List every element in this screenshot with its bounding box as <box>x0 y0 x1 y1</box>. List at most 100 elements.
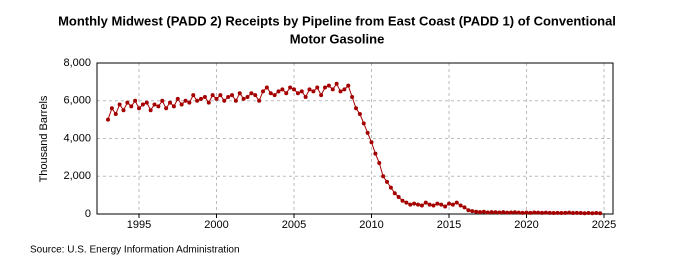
data-point <box>117 102 122 107</box>
data-point <box>133 98 138 103</box>
data-point <box>427 202 432 207</box>
data-point <box>156 104 161 109</box>
data-point <box>524 210 529 215</box>
data-point <box>532 210 537 215</box>
data-point <box>528 210 533 215</box>
data-point <box>431 203 436 208</box>
data-point <box>218 93 223 98</box>
data-point <box>152 102 157 107</box>
x-tick-label: 2000 <box>204 219 228 231</box>
data-point <box>536 210 541 215</box>
data-point <box>462 205 467 210</box>
data-point <box>373 151 378 156</box>
data-point <box>195 98 200 103</box>
data-point <box>129 104 134 109</box>
data-point <box>230 93 235 98</box>
data-point <box>509 210 514 215</box>
data-point <box>113 111 118 116</box>
data-point <box>187 100 192 105</box>
data-point <box>485 210 490 215</box>
y-axis-label: Thousand Barrels <box>38 95 50 182</box>
data-point <box>501 210 506 215</box>
data-point <box>563 210 568 215</box>
data-point <box>381 174 386 179</box>
y-tick-label: 0 <box>85 208 91 220</box>
data-point <box>540 210 545 215</box>
data-point <box>555 210 560 215</box>
data-point <box>295 91 300 96</box>
y-tick-label: 8,000 <box>63 57 91 69</box>
data-point <box>292 87 297 92</box>
data-point <box>171 104 176 109</box>
data-point <box>594 211 599 216</box>
data-point <box>206 100 211 105</box>
data-point <box>392 191 397 196</box>
data-point <box>598 211 603 216</box>
data-point <box>466 208 471 213</box>
data-point <box>450 202 455 207</box>
chart-title: Motor Gasoline <box>290 31 385 46</box>
data-point <box>582 211 587 216</box>
x-tick-label: 2005 <box>282 219 306 231</box>
data-point <box>168 100 173 105</box>
chart-title: Monthly Midwest (PADD 2) Receipts by Pip… <box>58 13 616 28</box>
data-point <box>443 204 448 209</box>
data-point <box>512 210 517 215</box>
data-point <box>202 94 207 99</box>
data-point <box>249 91 254 96</box>
data-point <box>505 210 510 215</box>
data-point <box>199 96 204 101</box>
data-point <box>551 211 556 216</box>
data-point <box>334 81 339 86</box>
x-tick-label: 2025 <box>592 219 616 231</box>
data-point <box>423 200 428 205</box>
data-point <box>481 209 486 214</box>
data-point <box>416 202 421 207</box>
data-point <box>357 111 362 116</box>
data-point <box>307 87 312 92</box>
data-point <box>547 210 552 215</box>
data-point <box>543 210 548 215</box>
data-point <box>388 185 393 190</box>
data-point <box>586 211 591 216</box>
data-point <box>520 210 525 215</box>
data-point <box>280 87 285 92</box>
data-point <box>559 211 564 216</box>
data-point <box>315 85 320 90</box>
data-point <box>497 210 502 215</box>
data-point <box>144 100 149 105</box>
data-point <box>470 209 475 214</box>
data-point <box>516 210 521 215</box>
data-point <box>365 130 370 135</box>
data-point <box>257 98 262 103</box>
data-point <box>253 93 258 98</box>
data-point <box>369 140 374 145</box>
data-point <box>272 93 277 98</box>
data-point <box>385 179 390 184</box>
data-point <box>377 161 382 166</box>
data-point <box>276 89 281 94</box>
data-point <box>268 91 273 96</box>
data-point <box>447 201 452 206</box>
data-point <box>478 210 483 215</box>
data-point <box>400 198 405 203</box>
data-point <box>226 94 231 99</box>
data-point <box>319 93 324 98</box>
x-tick-label: 2010 <box>359 219 383 231</box>
data-point <box>439 202 444 207</box>
data-point <box>350 94 355 99</box>
data-point <box>571 211 576 216</box>
data-point <box>109 106 114 111</box>
data-point <box>493 210 498 215</box>
x-tick-label: 1995 <box>127 219 151 231</box>
data-point <box>261 89 266 94</box>
data-point <box>412 201 417 206</box>
data-point <box>214 96 219 101</box>
data-point <box>264 85 269 90</box>
plot-frame <box>96 62 614 215</box>
data-point <box>140 102 145 107</box>
data-point <box>408 202 413 207</box>
data-point <box>574 210 579 215</box>
data-point <box>245 94 250 99</box>
